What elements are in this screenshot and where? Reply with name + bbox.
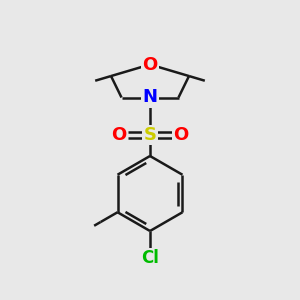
Text: S: S — [143, 126, 157, 144]
Text: N: N — [142, 88, 158, 106]
Text: O: O — [173, 126, 188, 144]
Text: O: O — [112, 126, 127, 144]
Text: O: O — [142, 56, 158, 74]
Text: Cl: Cl — [141, 249, 159, 267]
